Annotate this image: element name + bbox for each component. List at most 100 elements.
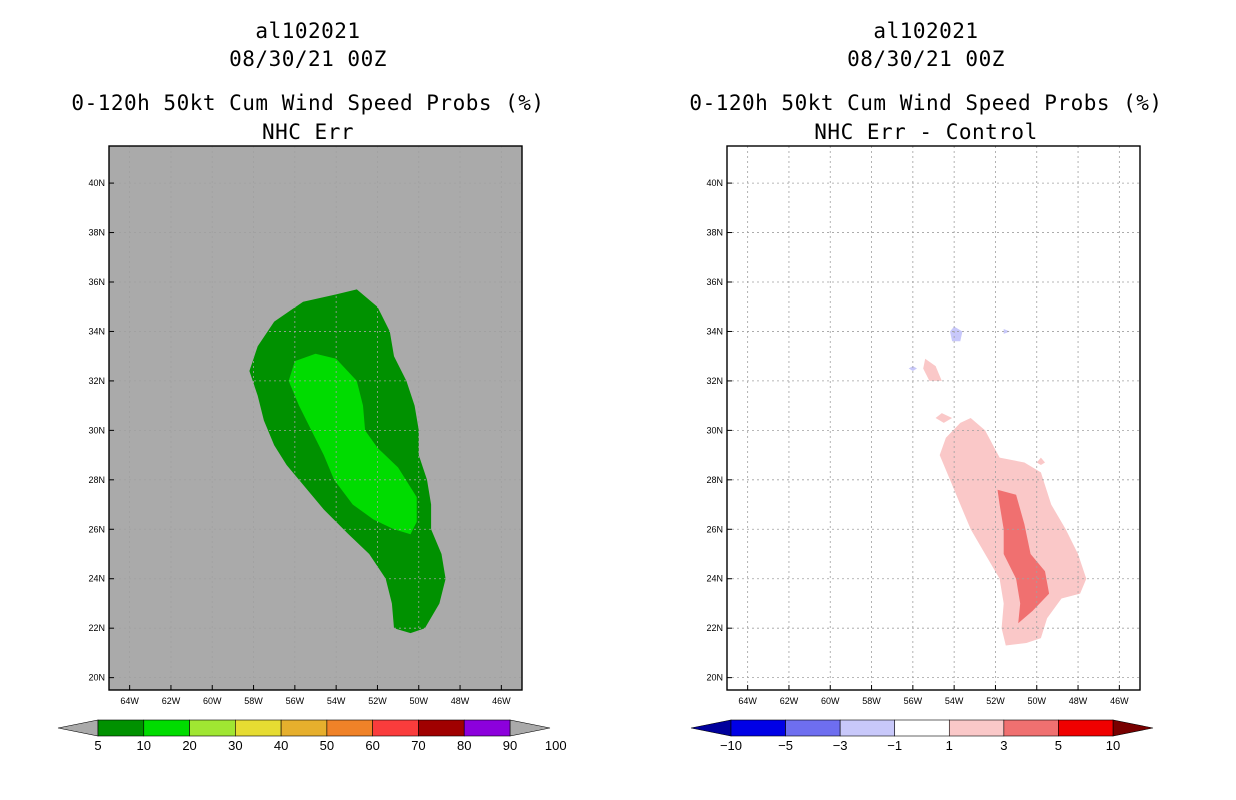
y-tick-20n: 20N xyxy=(706,673,723,683)
right-x-ticks: 64W 62W 60W 58W 56W 54W 52W 50W 48W 46W xyxy=(738,685,1129,706)
left-colorbar: 5 10 20 30 40 50 60 70 80 90 100 xyxy=(57,719,567,753)
colorbar-label-3: 30 xyxy=(228,738,242,753)
contour-10-20--1 xyxy=(288,353,417,535)
x-tick-50w: 50W xyxy=(409,696,428,706)
right-map-frame xyxy=(726,145,1141,691)
colorbar-low-end xyxy=(690,719,732,737)
y-tick-32n: 32N xyxy=(88,376,105,386)
y-tick-36n: 36N xyxy=(88,277,105,287)
left-x-ticks: 64W 62W 60W 58W 56W 54W 52W 50W 48W 46W xyxy=(120,685,511,706)
colorbar-swatch-3 xyxy=(235,719,282,737)
colorbar-swatch-2 xyxy=(839,719,896,737)
left-title-subtitle: NHC Err xyxy=(262,120,354,144)
colorbar-label-4: 1 xyxy=(946,738,953,753)
right-title-storm: al102021 xyxy=(873,19,978,43)
left-title-storm: al102021 xyxy=(255,19,360,43)
right-contours xyxy=(908,326,1087,646)
x-tick-46w: 46W xyxy=(1110,696,1129,706)
x-tick-58w: 58W xyxy=(244,696,263,706)
colorbar-high-end xyxy=(1112,719,1154,737)
y-tick-22n: 22N xyxy=(88,623,105,633)
y-tick-26n: 26N xyxy=(706,524,723,534)
right-title-date: 08/30/21 00Z xyxy=(847,47,1005,71)
left-gridlines xyxy=(109,146,522,690)
colorbar-label-7: 10 xyxy=(1106,738,1120,753)
y-tick-36n: 36N xyxy=(706,277,723,287)
colorbar-label-5: 3 xyxy=(1000,738,1007,753)
x-tick-60w: 60W xyxy=(203,696,222,706)
colorbar-swatch-0 xyxy=(730,719,786,737)
left-title-product: 0-120h 50kt Cum Wind Speed Probs (%) xyxy=(71,91,544,115)
x-tick-52w: 52W xyxy=(368,696,387,706)
y-tick-38n: 38N xyxy=(88,228,105,238)
colorbar-swatch-5 xyxy=(326,719,373,737)
contour--3-1-6 xyxy=(1003,329,1010,334)
left-contours xyxy=(249,289,446,634)
y-tick-20n: 20N xyxy=(88,673,105,683)
colorbar-swatch-5 xyxy=(1003,719,1059,737)
y-tick-40n: 40N xyxy=(88,178,105,188)
contour-1-3-4 xyxy=(1036,457,1045,465)
y-tick-28n: 28N xyxy=(706,475,723,485)
y-tick-32n: 32N xyxy=(706,376,723,386)
contour--3-1-7 xyxy=(908,366,917,371)
colorbar-swatch-1 xyxy=(785,719,841,737)
x-tick-52w: 52W xyxy=(986,696,1005,706)
x-tick-58w: 58W xyxy=(862,696,881,706)
x-tick-64w: 64W xyxy=(120,696,139,706)
colorbar-swatch-8 xyxy=(463,719,511,737)
colorbar-high-end xyxy=(509,719,551,737)
y-tick-28n: 28N xyxy=(88,475,105,485)
left-title-date: 08/30/21 00Z xyxy=(229,47,387,71)
colorbar-swatch-6 xyxy=(372,719,419,737)
colorbar-swatch-4 xyxy=(948,719,1005,737)
x-tick-50w: 50W xyxy=(1027,696,1046,706)
colorbar-label-1: 10 xyxy=(137,738,151,753)
colorbar-label-0: −10 xyxy=(720,738,742,753)
colorbar-swatch-0 xyxy=(97,719,145,737)
colorbar-label-6: 60 xyxy=(365,738,379,753)
colorbar-swatch-1 xyxy=(143,719,190,737)
colorbar-swatch-4 xyxy=(280,719,328,737)
y-tick-30n: 30N xyxy=(88,425,105,435)
x-tick-60w: 60W xyxy=(821,696,840,706)
x-tick-56w: 56W xyxy=(286,696,305,706)
colorbar-label-3: −1 xyxy=(887,738,902,753)
left-panel: al102021 08/30/21 00Z 0-120h 50kt Cum Wi… xyxy=(57,19,567,753)
colorbar-label-7: 70 xyxy=(411,738,425,753)
x-tick-56w: 56W xyxy=(904,696,923,706)
right-gridlines xyxy=(727,146,1140,690)
colorbar-label-10: 100 xyxy=(545,738,567,753)
right-colorbar: −10 −5 −3 −1 1 3 5 10 xyxy=(690,719,1154,753)
colorbar-low-end xyxy=(57,719,99,737)
colorbar-label-4: 40 xyxy=(274,738,288,753)
y-tick-24n: 24N xyxy=(88,574,105,584)
colorbar-label-2: −3 xyxy=(833,738,848,753)
x-tick-54w: 54W xyxy=(945,696,964,706)
x-tick-54w: 54W xyxy=(327,696,346,706)
y-tick-34n: 34N xyxy=(88,326,105,336)
colorbar-swatch-2 xyxy=(189,719,236,737)
left-y-ticks: 20N 22N 24N 26N 28N 30N 32N 34N 36N 38N 40N xyxy=(88,178,114,683)
colorbar-swatch-6 xyxy=(1058,719,1114,737)
y-tick-34n: 34N xyxy=(706,326,723,336)
colorbar-label-9: 90 xyxy=(503,738,517,753)
colorbar-label-1: −5 xyxy=(778,738,793,753)
right-panel: al102021 08/30/21 00Z 0-120h 50kt Cum Wi… xyxy=(689,19,1162,753)
right-y-ticks: 20N 22N 24N 26N 28N 30N 32N 34N 36N 38N 40N xyxy=(706,178,732,683)
x-tick-64w: 64W xyxy=(738,696,757,706)
y-tick-26n: 26N xyxy=(88,524,105,534)
y-tick-30n: 30N xyxy=(706,425,723,435)
y-tick-38n: 38N xyxy=(706,228,723,238)
colorbar-label-0: 5 xyxy=(94,738,101,753)
x-tick-48w: 48W xyxy=(451,696,470,706)
contour-1-3-3 xyxy=(935,413,953,423)
right-map-background xyxy=(727,146,1140,690)
contour--3-1-5 xyxy=(950,326,963,342)
x-tick-62w: 62W xyxy=(780,696,799,706)
y-tick-22n: 22N xyxy=(706,623,723,633)
x-tick-62w: 62W xyxy=(162,696,181,706)
contour-1-3-2 xyxy=(923,358,942,381)
colorbar-label-8: 80 xyxy=(457,738,471,753)
